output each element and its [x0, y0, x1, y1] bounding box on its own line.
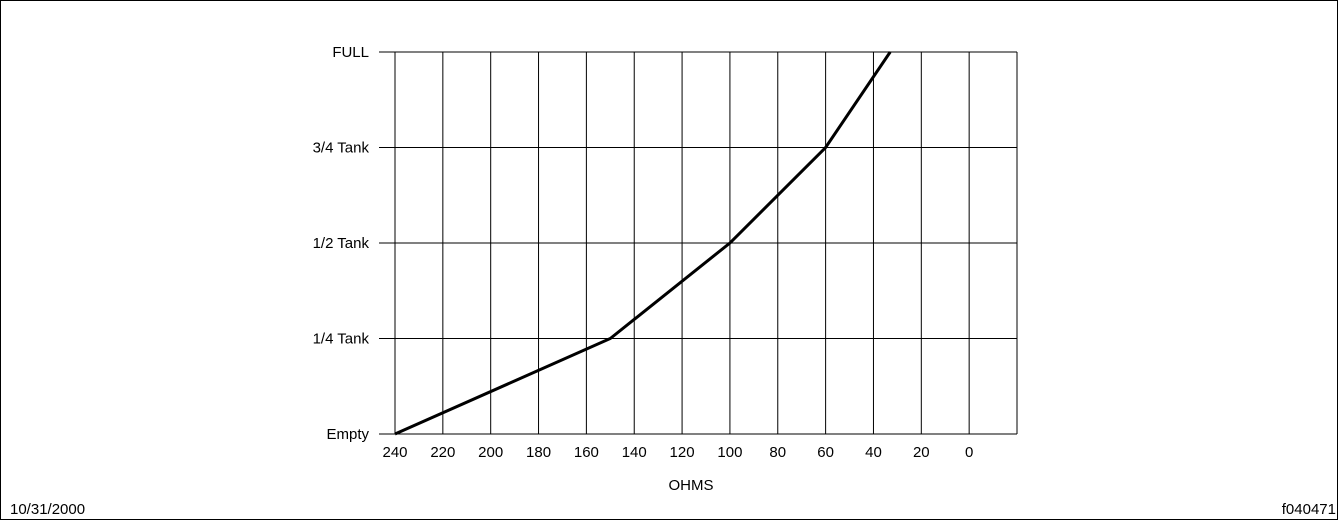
x-tick-label-4: 160 — [574, 444, 599, 461]
x-tick-label-3: 180 — [526, 444, 551, 461]
x-tick-label-11: 20 — [913, 444, 930, 461]
x-tick-label-9: 60 — [817, 444, 834, 461]
footer-date: 10/31/2000 — [10, 501, 86, 518]
y-tick-label-2: 1/2 Tank — [313, 235, 370, 252]
y-tick-label-4: FULL — [332, 44, 369, 61]
y-tick-label-3: 3/4 Tank — [313, 140, 370, 157]
x-tick-label-1: 220 — [430, 444, 455, 461]
y-tick-label-0: Empty — [326, 426, 369, 443]
x-tick-label-0: 240 — [382, 444, 407, 461]
x-tick-label-2: 200 — [478, 444, 503, 461]
y-tick-label-1: 1/4 Tank — [313, 331, 370, 348]
footer-figure-id: f040471 — [1281, 501, 1336, 518]
x-axis-label: OHMS — [669, 477, 714, 494]
x-tick-label-6: 120 — [670, 444, 695, 461]
grid — [379, 51, 1018, 435]
x-tick-label-10: 40 — [865, 444, 882, 461]
series-line-0 — [394, 51, 892, 436]
x-tick-label-5: 140 — [622, 444, 647, 461]
y-tick-labels: Empty 1/4 Tank 1/2 Tank 3/4 Tank FULL — [313, 44, 370, 443]
x-tick-label-7: 100 — [717, 444, 742, 461]
series — [394, 51, 892, 436]
x-tick-labels: 240 220 200 180 160 140 120 100 80 60 40 20 0 — [382, 444, 973, 461]
x-tick-label-12: 0 — [965, 444, 973, 461]
x-tick-label-8: 80 — [769, 444, 786, 461]
